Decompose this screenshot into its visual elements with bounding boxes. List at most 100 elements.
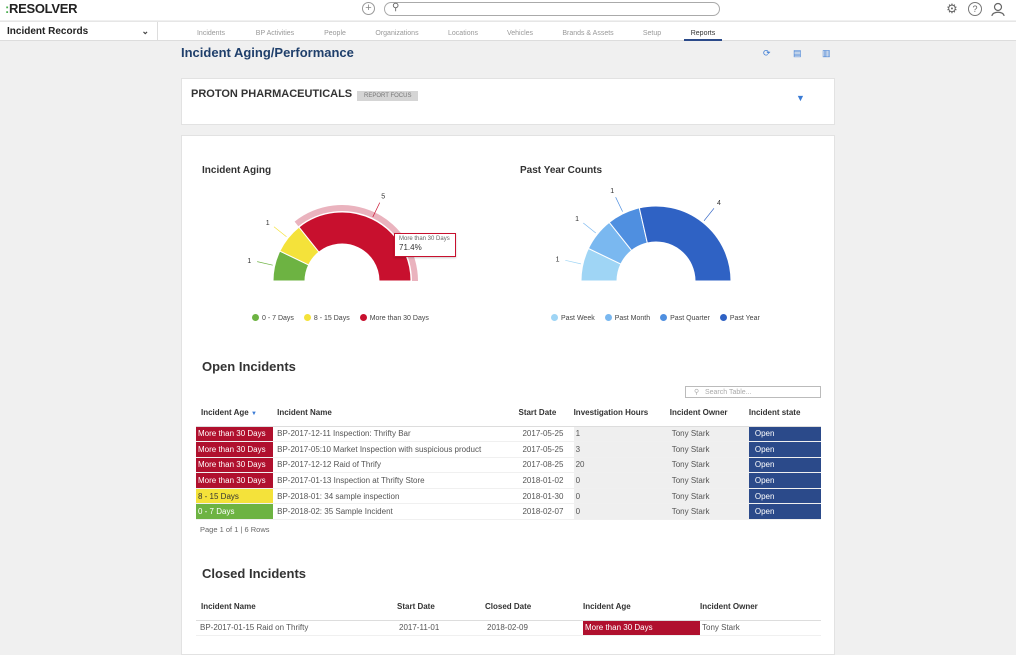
user-icon[interactable] — [991, 2, 1005, 17]
table-row[interactable]: More than 30 Days BP-2017-01-13 Inspectio… — [196, 472, 821, 489]
table-row[interactable]: More than 30 Days BP-2017-12-11 Inspectio… — [196, 426, 821, 443]
col-investigation-hours[interactable]: Investigation Hours — [573, 400, 670, 427]
sort-desc-icon[interactable]: ▼ — [250, 411, 257, 418]
table-row[interactable]: 8 - 15 Days BP-2018-01: 34 sample inspect… — [196, 488, 821, 505]
open-incidents-table: Incident Age ▼ Incident Name Start Date … — [196, 400, 821, 521]
legend-item[interactable]: 0 - 7 Days — [252, 314, 294, 322]
incident-name-cell: BP-2017-12-12 Raid of Thrify — [273, 457, 515, 474]
incident-name-cell: BP-2017-05:10 Market Inspection with sus… — [273, 441, 515, 458]
aging-chart-title: Incident Aging — [202, 165, 272, 176]
org-name: PROTON PHARMACEUTICALS — [191, 88, 353, 100]
col-incident-owner[interactable]: Incident Owner — [700, 594, 821, 621]
investigation-hours-cell: 3 — [573, 441, 670, 458]
tab-brands-assets[interactable]: Brands & Assets — [562, 30, 614, 37]
data-label: 1 — [266, 220, 270, 227]
tab-reports[interactable]: Reports — [684, 22, 722, 41]
global-search-input[interactable]: ⚲ — [384, 2, 720, 16]
tab-setup[interactable]: Setup — [642, 30, 662, 37]
col-incident-name[interactable]: Incident Name — [196, 594, 397, 621]
incident-state-cell: Open — [748, 441, 821, 458]
data-label: 1 — [247, 258, 251, 265]
data-label: 4 — [717, 200, 721, 207]
closed-name-cell: BP-2017-01-15 Raid on Thrifty — [196, 620, 397, 637]
top-bar: :RESOLVER + ⚲ ⚙ ? — [0, 0, 1016, 20]
search-icon: ⚲ — [694, 389, 702, 396]
incident-owner-cell: Tony Stark — [669, 457, 749, 474]
tab-incidents[interactable]: Incidents — [196, 30, 226, 37]
table-search-input[interactable]: ⚲ Search Table... — [685, 386, 821, 398]
incident-age-cell: More than 30 Days — [196, 441, 274, 458]
incident-state-cell: Open — [748, 457, 821, 474]
label-leader — [565, 259, 582, 265]
tab-locations[interactable]: Locations — [448, 30, 478, 37]
download-icon[interactable]: ▥ — [822, 48, 831, 58]
past-year-legend: Past Week Past Month Past Quarter Past Y… — [551, 314, 760, 322]
closed-incidents-title: Closed Incidents — [202, 566, 307, 581]
incident-owner-cell: Tony Stark — [669, 488, 749, 505]
legend-item[interactable]: Past Week — [551, 314, 595, 322]
tooltip-label: More than 30 Days — [399, 236, 450, 242]
incident-age-cell: 8 - 15 Days — [196, 488, 274, 505]
chevron-down-icon: ⌄ — [141, 26, 149, 36]
col-start-date[interactable]: Start Date — [397, 594, 485, 621]
donut-slice-3[interactable] — [638, 205, 732, 282]
start-date-cell: 2018-02-07 — [514, 503, 574, 521]
resolver-logo[interactable]: :RESOLVER — [5, 1, 78, 16]
tab-organizations[interactable]: Organizations — [375, 30, 419, 37]
table-row[interactable]: More than 30 Days BP-2017-05:10 Market In… — [196, 441, 821, 458]
table-row[interactable]: BP-2017-01-15 Raid on Thrifty 2017-11-01 2… — [196, 620, 821, 637]
closed-incidents-table: Incident Name Start Date Closed Date Inc… — [196, 594, 821, 637]
legend-item[interactable]: Past Quarter — [660, 314, 710, 322]
incident-age-cell: 0 - 7 Days — [196, 503, 274, 521]
col-incident-age[interactable]: Incident Age ▼ — [196, 400, 274, 427]
gear-icon[interactable]: ⚙ — [946, 1, 958, 16]
aging-donut-chart[interactable]: 1 1 5 — [222, 186, 462, 291]
investigation-hours-cell: 0 — [573, 472, 670, 489]
col-incident-owner[interactable]: Incident Owner — [669, 400, 749, 427]
aging-legend: 0 - 7 Days 8 - 15 Days More than 30 Days — [252, 314, 429, 322]
incident-state-cell: Open — [748, 472, 821, 489]
col-incident-age[interactable]: Incident Age — [583, 594, 700, 621]
incident-name-cell: BP-2018-01: 34 sample inspection — [273, 488, 515, 505]
app-select-dropdown[interactable]: Incident Records ⌄ — [0, 22, 158, 41]
closed-closed-cell: 2018-02-09 — [485, 620, 583, 637]
closed-start-cell: 2017-11-01 — [397, 620, 485, 637]
investigation-hours-cell: 0 — [573, 488, 670, 505]
past-year-chart-title: Past Year Counts — [520, 165, 603, 176]
incident-age-cell: More than 30 Days — [196, 472, 274, 489]
donut-slice-2[interactable] — [298, 211, 412, 282]
incident-name-cell: BP-2017-01-13 Inspection at Thrifty Stor… — [273, 472, 515, 489]
data-label: 1 — [556, 257, 560, 264]
incident-age-cell: More than 30 Days — [196, 457, 274, 474]
legend-item[interactable]: 8 - 15 Days — [303, 314, 350, 322]
help-icon[interactable]: ? — [968, 2, 982, 16]
col-closed-date[interactable]: Closed Date — [485, 594, 583, 621]
col-incident-state[interactable]: Incident state — [748, 400, 821, 427]
col-incident-name[interactable]: Incident Name — [273, 400, 515, 427]
table-row[interactable]: 0 - 7 Days BP-2018-02: 35 Sample Incident… — [196, 503, 821, 521]
label-leader — [615, 197, 623, 212]
start-date-cell: 2018-01-30 — [514, 488, 574, 505]
export-icon[interactable]: ▤ — [793, 48, 802, 58]
filter-icon[interactable]: ▼ — [796, 93, 805, 103]
start-date-cell: 2018-01-02 — [514, 472, 574, 489]
refresh-icon[interactable]: ⟳ — [763, 48, 771, 58]
tab-bp-activities[interactable]: BP Activities — [255, 30, 295, 37]
table-row[interactable]: More than 30 Days BP-2017-12-12 Raid of T… — [196, 457, 821, 474]
tooltip-value: 71.4% — [399, 243, 422, 252]
tab-people[interactable]: People — [324, 30, 346, 37]
data-label: 1 — [575, 216, 579, 223]
legend-item[interactable]: Past Year — [719, 314, 760, 322]
incident-age-cell: More than 30 Days — [196, 426, 274, 443]
tab-vehicles[interactable]: Vehicles — [506, 30, 534, 37]
legend-item[interactable]: More than 30 Days — [359, 314, 429, 322]
chart-tooltip: More than 30 Days 71.4% — [394, 233, 456, 257]
label-leader — [703, 208, 715, 222]
col-start-date[interactable]: Start Date — [514, 400, 574, 427]
search-icon: ⚲ — [392, 2, 400, 13]
investigation-hours-cell: 1 — [573, 426, 670, 443]
plus-icon[interactable]: + — [362, 2, 375, 15]
legend-item[interactable]: Past Month — [604, 314, 650, 322]
page-title: Incident Aging/Performance — [181, 45, 354, 60]
past-year-donut-chart[interactable]: 1 1 1 4 — [542, 186, 782, 291]
